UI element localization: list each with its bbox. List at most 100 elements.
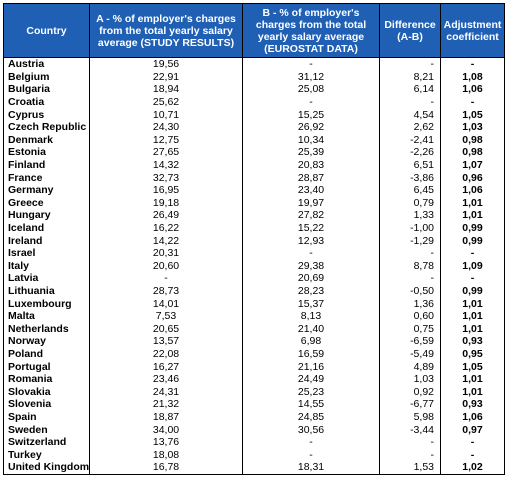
table-row: Greece 19,18 19,97 0,79 1,01 xyxy=(3,196,505,210)
cell-study-results: 16,78 xyxy=(89,461,243,475)
cell-difference: 0,79 xyxy=(379,196,441,210)
cell-adjustment-coefficient: 0,98 xyxy=(440,146,505,159)
cell-study-results: 18,87 xyxy=(89,410,243,424)
table-row: Czech Republic 24,30 26,92 2,62 1,03 xyxy=(3,120,505,134)
cell-eurostat-data: - xyxy=(242,57,380,71)
cell-adjustment-coefficient: 1,05 xyxy=(440,108,505,121)
cell-eurostat-data: 20,83 xyxy=(242,158,380,172)
cell-country: Lithuania xyxy=(3,284,90,298)
cell-country: Netherlands xyxy=(3,322,90,336)
cell-difference: - xyxy=(379,95,441,109)
cell-study-results: 24,31 xyxy=(89,385,243,399)
table-row: Malta 7,53 8,13 0,60 1,01 xyxy=(3,309,505,323)
cell-adjustment-coefficient: 0,97 xyxy=(440,423,505,436)
cell-study-results: 16,22 xyxy=(89,221,243,235)
cell-study-results: 19,18 xyxy=(89,196,243,210)
cell-study-results: 10,71 xyxy=(89,108,243,121)
cell-adjustment-coefficient: 1,01 xyxy=(440,209,505,222)
cell-difference: 1,53 xyxy=(379,461,441,475)
cell-difference: 0,75 xyxy=(379,322,441,336)
cell-country: Belgium xyxy=(3,70,90,84)
cell-eurostat-data: 15,22 xyxy=(242,221,380,235)
cell-difference: - xyxy=(379,435,441,449)
cell-adjustment-coefficient: 1,01 xyxy=(440,297,505,310)
cell-eurostat-data: - xyxy=(242,246,380,260)
cell-difference: 6,14 xyxy=(379,83,441,96)
table-row: Ireland 14,22 12,93 -1,29 0,99 xyxy=(3,234,505,247)
cell-study-results: 14,22 xyxy=(89,234,243,247)
cell-study-results: 18,94 xyxy=(89,83,243,96)
cell-eurostat-data: 10,34 xyxy=(242,133,380,147)
cell-difference: -6,77 xyxy=(379,398,441,411)
cell-eurostat-data: 24,49 xyxy=(242,372,380,386)
cell-eurostat-data: - xyxy=(242,95,380,109)
table-row: France 32,73 28,87 -3,86 0,96 xyxy=(3,171,505,184)
cell-adjustment-coefficient: 0,96 xyxy=(440,171,505,184)
cell-eurostat-data: 27,82 xyxy=(242,209,380,222)
cell-difference: 1,03 xyxy=(379,372,441,386)
cell-eurostat-data: 26,92 xyxy=(242,120,380,134)
cell-study-results: 20,60 xyxy=(89,259,243,273)
cell-adjustment-coefficient: 1,01 xyxy=(440,322,505,336)
cell-eurostat-data: 20,69 xyxy=(242,272,380,285)
cell-eurostat-data: 25,39 xyxy=(242,146,380,159)
table-row: Latvia -20,69- - xyxy=(3,272,505,285)
cell-difference: -5,49 xyxy=(379,347,441,361)
cell-country: United Kingdom xyxy=(3,461,90,475)
cell-study-results: 34,00 xyxy=(89,423,243,436)
table-row: Sweden 34,00 30,56 -3,44 0,97 xyxy=(3,423,505,436)
table-row: Bulgaria 18,94 25,08 6,14 1,06 xyxy=(3,83,505,96)
cell-eurostat-data: - xyxy=(242,435,380,449)
cell-study-results: 20,65 xyxy=(89,322,243,336)
cell-country: Slovenia xyxy=(3,398,90,411)
cell-eurostat-data: 31,12 xyxy=(242,70,380,84)
header-study-results: A - % of employer's charges from the tot… xyxy=(89,3,243,58)
cell-study-results: 28,73 xyxy=(89,284,243,298)
cell-country: Czech Republic xyxy=(3,120,90,134)
cell-country: Switzerland xyxy=(3,435,90,449)
cell-eurostat-data: 18,31 xyxy=(242,461,380,475)
cell-difference: 1,36 xyxy=(379,297,441,310)
cell-eurostat-data: 25,08 xyxy=(242,83,380,96)
cell-adjustment-coefficient: 0,93 xyxy=(440,398,505,411)
table-row: Portugal 16,27 21,16 4,89 1,05 xyxy=(3,360,505,373)
cell-difference: - xyxy=(379,246,441,260)
cell-difference: -6,59 xyxy=(379,335,441,348)
table-row: Iceland 16,22 15,22 -1,00 0,99 xyxy=(3,221,505,235)
cell-study-results: 26,49 xyxy=(89,209,243,222)
cell-difference: 4,54 xyxy=(379,108,441,121)
cell-eurostat-data: - xyxy=(242,448,380,461)
cell-country: Israel xyxy=(3,246,90,260)
cell-country: Ireland xyxy=(3,234,90,247)
cell-difference: - xyxy=(379,57,441,71)
cell-eurostat-data: 25,23 xyxy=(242,385,380,399)
table-row: Croatia 25,62- - - xyxy=(3,95,505,109)
cell-eurostat-data: 6,98 xyxy=(242,335,380,348)
table-row: Lithuania 28,73 28,23 -0,50 0,99 xyxy=(3,284,505,298)
table-row: Cyprus 10,71 15,25 4,54 1,05 xyxy=(3,108,505,121)
table-row: Estonia 27,65 25,39 -2,26 0,98 xyxy=(3,146,505,159)
cell-difference: -3,44 xyxy=(379,423,441,436)
cell-eurostat-data: 15,37 xyxy=(242,297,380,310)
cell-eurostat-data: 14,55 xyxy=(242,398,380,411)
table-row: Slovenia 21,32 14,55 -6,77 0,93 xyxy=(3,398,505,411)
cell-country: Poland xyxy=(3,347,90,361)
cell-adjustment-coefficient: 0,99 xyxy=(440,221,505,235)
cell-eurostat-data: 29,38 xyxy=(242,259,380,273)
cell-country: Luxembourg xyxy=(3,297,90,310)
cell-difference: 1,33 xyxy=(379,209,441,222)
cell-adjustment-coefficient: 0,95 xyxy=(440,347,505,361)
cell-eurostat-data: 23,40 xyxy=(242,183,380,197)
cell-study-results: 32,73 xyxy=(89,171,243,184)
header-row: Country A - % of employer's charges from… xyxy=(3,3,505,58)
cell-difference: -0,50 xyxy=(379,284,441,298)
cell-country: Bulgaria xyxy=(3,83,90,96)
cell-difference: 6,51 xyxy=(379,158,441,172)
cell-study-results: 19,56 xyxy=(89,57,243,71)
cell-adjustment-coefficient: 1,07 xyxy=(440,158,505,172)
cell-study-results: 13,57 xyxy=(89,335,243,348)
cell-eurostat-data: 30,56 xyxy=(242,423,380,436)
cell-difference: -1,00 xyxy=(379,221,441,235)
cell-adjustment-coefficient: 1,06 xyxy=(440,410,505,424)
table-row: Poland 22,08 16,59 -5,49 0,95 xyxy=(3,347,505,361)
